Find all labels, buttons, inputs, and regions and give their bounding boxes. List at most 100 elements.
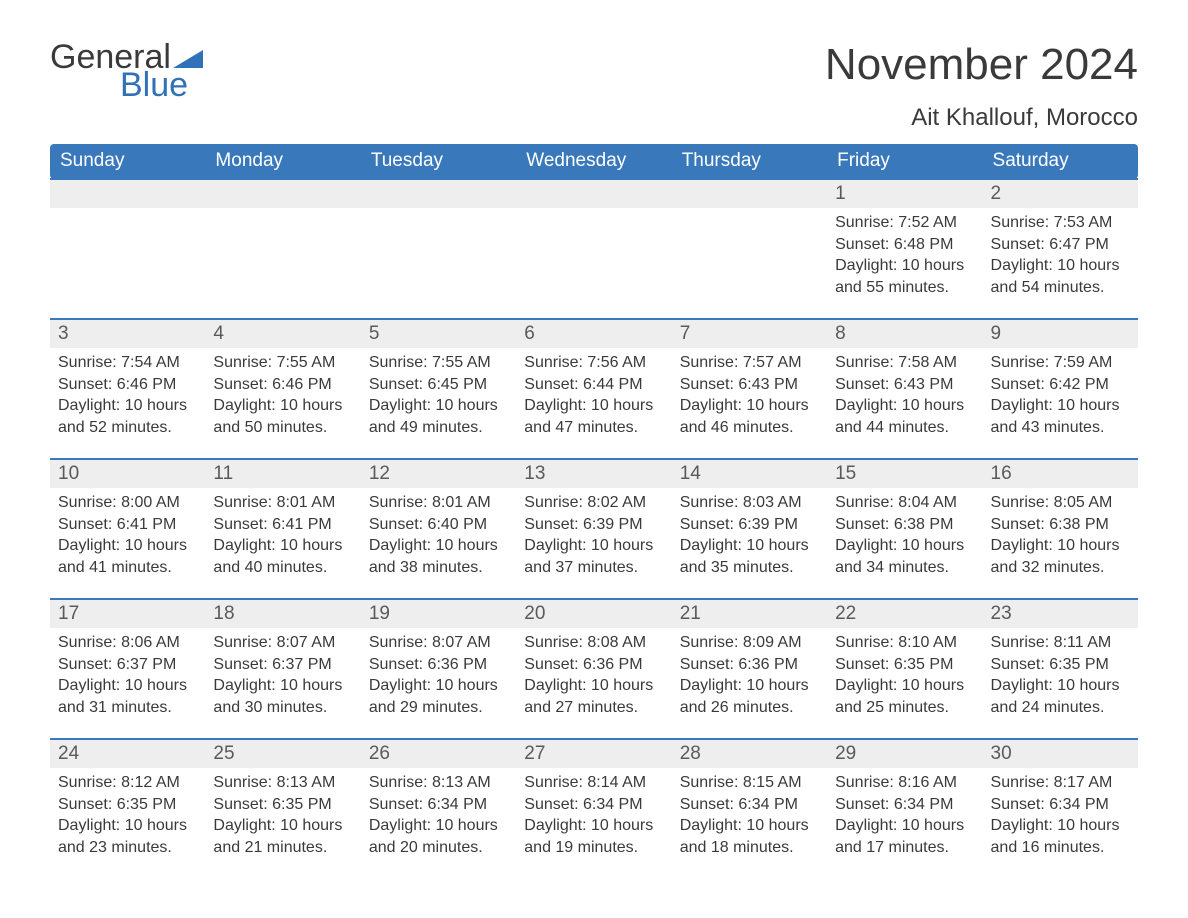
day-number: 25 bbox=[205, 740, 360, 768]
day-details: Sunrise: 7:59 AMSunset: 6:42 PMDaylight:… bbox=[983, 348, 1138, 442]
day-number: 10 bbox=[50, 460, 205, 488]
day-details: Sunrise: 8:09 AMSunset: 6:36 PMDaylight:… bbox=[672, 628, 827, 722]
day-details: Sunrise: 8:14 AMSunset: 6:34 PMDaylight:… bbox=[516, 768, 671, 862]
day-cell: 14Sunrise: 8:03 AMSunset: 6:39 PMDayligh… bbox=[672, 459, 827, 585]
day-cell: 21Sunrise: 8:09 AMSunset: 6:36 PMDayligh… bbox=[672, 599, 827, 725]
day-number: 15 bbox=[827, 460, 982, 488]
day-cell: 3Sunrise: 7:54 AMSunset: 6:46 PMDaylight… bbox=[50, 319, 205, 445]
logo-word-2: Blue bbox=[120, 68, 203, 102]
day-number: 26 bbox=[361, 740, 516, 768]
day-number: 9 bbox=[983, 320, 1138, 348]
day-cell: 30Sunrise: 8:17 AMSunset: 6:34 PMDayligh… bbox=[983, 739, 1138, 865]
day-details: Sunrise: 8:06 AMSunset: 6:37 PMDaylight:… bbox=[50, 628, 205, 722]
day-details: Sunrise: 8:11 AMSunset: 6:35 PMDaylight:… bbox=[983, 628, 1138, 722]
day-cell: 9Sunrise: 7:59 AMSunset: 6:42 PMDaylight… bbox=[983, 319, 1138, 445]
day-number: 18 bbox=[205, 600, 360, 628]
day-number: 14 bbox=[672, 460, 827, 488]
day-details: Sunrise: 8:17 AMSunset: 6:34 PMDaylight:… bbox=[983, 768, 1138, 862]
weekday-header: Sunday bbox=[50, 144, 205, 179]
day-details: Sunrise: 8:01 AMSunset: 6:40 PMDaylight:… bbox=[361, 488, 516, 582]
day-cell: 12Sunrise: 8:01 AMSunset: 6:40 PMDayligh… bbox=[361, 459, 516, 585]
weekday-header: Thursday bbox=[672, 144, 827, 179]
day-details: Sunrise: 7:52 AMSunset: 6:48 PMDaylight:… bbox=[827, 208, 982, 302]
day-details: Sunrise: 8:10 AMSunset: 6:35 PMDaylight:… bbox=[827, 628, 982, 722]
empty-daynum bbox=[205, 180, 360, 208]
day-details: Sunrise: 8:02 AMSunset: 6:39 PMDaylight:… bbox=[516, 488, 671, 582]
day-details: Sunrise: 8:05 AMSunset: 6:38 PMDaylight:… bbox=[983, 488, 1138, 582]
day-number: 23 bbox=[983, 600, 1138, 628]
day-cell: 27Sunrise: 8:14 AMSunset: 6:34 PMDayligh… bbox=[516, 739, 671, 865]
day-cell: 13Sunrise: 8:02 AMSunset: 6:39 PMDayligh… bbox=[516, 459, 671, 585]
day-cell: 20Sunrise: 8:08 AMSunset: 6:36 PMDayligh… bbox=[516, 599, 671, 725]
day-cell: 11Sunrise: 8:01 AMSunset: 6:41 PMDayligh… bbox=[205, 459, 360, 585]
day-number: 3 bbox=[50, 320, 205, 348]
day-details: Sunrise: 7:54 AMSunset: 6:46 PMDaylight:… bbox=[50, 348, 205, 442]
day-number: 7 bbox=[672, 320, 827, 348]
day-number: 5 bbox=[361, 320, 516, 348]
day-cell: 6Sunrise: 7:56 AMSunset: 6:44 PMDaylight… bbox=[516, 319, 671, 445]
day-cell: 25Sunrise: 8:13 AMSunset: 6:35 PMDayligh… bbox=[205, 739, 360, 865]
day-number: 8 bbox=[827, 320, 982, 348]
day-number: 13 bbox=[516, 460, 671, 488]
month-title: November 2024 bbox=[825, 40, 1138, 90]
day-number: 17 bbox=[50, 600, 205, 628]
day-details: Sunrise: 8:03 AMSunset: 6:39 PMDaylight:… bbox=[672, 488, 827, 582]
day-details: Sunrise: 8:07 AMSunset: 6:36 PMDaylight:… bbox=[361, 628, 516, 722]
day-details: Sunrise: 8:07 AMSunset: 6:37 PMDaylight:… bbox=[205, 628, 360, 722]
day-number: 2 bbox=[983, 180, 1138, 208]
empty-daynum bbox=[672, 180, 827, 208]
empty-cell bbox=[361, 179, 516, 305]
day-cell: 4Sunrise: 7:55 AMSunset: 6:46 PMDaylight… bbox=[205, 319, 360, 445]
day-details: Sunrise: 8:16 AMSunset: 6:34 PMDaylight:… bbox=[827, 768, 982, 862]
week-separator bbox=[50, 585, 1138, 599]
logo: General Blue bbox=[50, 40, 203, 102]
day-details: Sunrise: 7:55 AMSunset: 6:45 PMDaylight:… bbox=[361, 348, 516, 442]
day-cell: 10Sunrise: 8:00 AMSunset: 6:41 PMDayligh… bbox=[50, 459, 205, 585]
day-number: 4 bbox=[205, 320, 360, 348]
day-details: Sunrise: 8:04 AMSunset: 6:38 PMDaylight:… bbox=[827, 488, 982, 582]
day-cell: 7Sunrise: 7:57 AMSunset: 6:43 PMDaylight… bbox=[672, 319, 827, 445]
week-separator bbox=[50, 445, 1138, 459]
day-details: Sunrise: 7:53 AMSunset: 6:47 PMDaylight:… bbox=[983, 208, 1138, 302]
calendar-week-row: 24Sunrise: 8:12 AMSunset: 6:35 PMDayligh… bbox=[50, 739, 1138, 865]
week-separator bbox=[50, 725, 1138, 739]
day-details: Sunrise: 7:57 AMSunset: 6:43 PMDaylight:… bbox=[672, 348, 827, 442]
day-cell: 18Sunrise: 8:07 AMSunset: 6:37 PMDayligh… bbox=[205, 599, 360, 725]
day-cell: 8Sunrise: 7:58 AMSunset: 6:43 PMDaylight… bbox=[827, 319, 982, 445]
day-details: Sunrise: 7:58 AMSunset: 6:43 PMDaylight:… bbox=[827, 348, 982, 442]
calendar-document: General Blue November 2024 Ait Khallouf,… bbox=[0, 0, 1188, 905]
day-number: 12 bbox=[361, 460, 516, 488]
day-details: Sunrise: 8:13 AMSunset: 6:34 PMDaylight:… bbox=[361, 768, 516, 862]
day-details: Sunrise: 7:56 AMSunset: 6:44 PMDaylight:… bbox=[516, 348, 671, 442]
weekday-header: Wednesday bbox=[516, 144, 671, 179]
day-details: Sunrise: 8:12 AMSunset: 6:35 PMDaylight:… bbox=[50, 768, 205, 862]
calendar-week-row: 10Sunrise: 8:00 AMSunset: 6:41 PMDayligh… bbox=[50, 459, 1138, 585]
title-block: November 2024 Ait Khallouf, Morocco bbox=[825, 40, 1138, 132]
empty-cell bbox=[50, 179, 205, 305]
day-number: 22 bbox=[827, 600, 982, 628]
calendar-table: Sunday Monday Tuesday Wednesday Thursday… bbox=[50, 144, 1138, 865]
weekday-header: Saturday bbox=[983, 144, 1138, 179]
day-cell: 29Sunrise: 8:16 AMSunset: 6:34 PMDayligh… bbox=[827, 739, 982, 865]
day-number: 30 bbox=[983, 740, 1138, 768]
day-details: Sunrise: 7:55 AMSunset: 6:46 PMDaylight:… bbox=[205, 348, 360, 442]
day-cell: 1Sunrise: 7:52 AMSunset: 6:48 PMDaylight… bbox=[827, 179, 982, 305]
calendar-week-row: 3Sunrise: 7:54 AMSunset: 6:46 PMDaylight… bbox=[50, 319, 1138, 445]
day-number: 28 bbox=[672, 740, 827, 768]
day-details: Sunrise: 8:15 AMSunset: 6:34 PMDaylight:… bbox=[672, 768, 827, 862]
day-number: 20 bbox=[516, 600, 671, 628]
empty-cell bbox=[205, 179, 360, 305]
calendar-week-row: 1Sunrise: 7:52 AMSunset: 6:48 PMDaylight… bbox=[50, 179, 1138, 305]
weekday-header: Monday bbox=[205, 144, 360, 179]
calendar-week-row: 17Sunrise: 8:06 AMSunset: 6:37 PMDayligh… bbox=[50, 599, 1138, 725]
day-cell: 28Sunrise: 8:15 AMSunset: 6:34 PMDayligh… bbox=[672, 739, 827, 865]
day-number: 27 bbox=[516, 740, 671, 768]
calendar-body: 1Sunrise: 7:52 AMSunset: 6:48 PMDaylight… bbox=[50, 179, 1138, 865]
day-cell: 26Sunrise: 8:13 AMSunset: 6:34 PMDayligh… bbox=[361, 739, 516, 865]
week-separator bbox=[50, 305, 1138, 319]
day-number: 16 bbox=[983, 460, 1138, 488]
day-details: Sunrise: 8:00 AMSunset: 6:41 PMDaylight:… bbox=[50, 488, 205, 582]
day-details: Sunrise: 8:08 AMSunset: 6:36 PMDaylight:… bbox=[516, 628, 671, 722]
day-cell: 2Sunrise: 7:53 AMSunset: 6:47 PMDaylight… bbox=[983, 179, 1138, 305]
day-cell: 15Sunrise: 8:04 AMSunset: 6:38 PMDayligh… bbox=[827, 459, 982, 585]
